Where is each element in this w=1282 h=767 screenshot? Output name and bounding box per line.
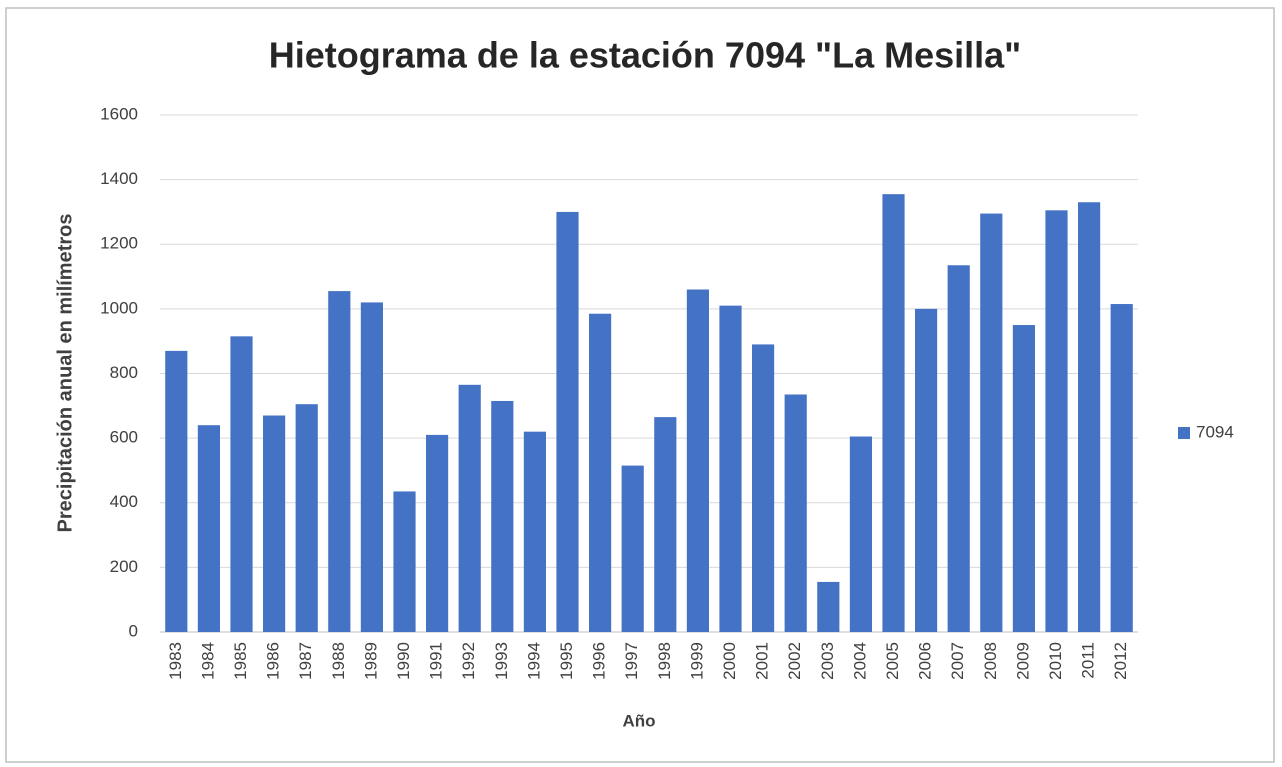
bar bbox=[556, 211, 579, 632]
bar bbox=[393, 491, 416, 632]
bar bbox=[752, 344, 775, 632]
bar bbox=[784, 394, 807, 632]
x-tick-label: 2010 bbox=[1046, 642, 1065, 680]
bar bbox=[328, 291, 351, 632]
y-tick-label: 1000 bbox=[100, 298, 138, 317]
bar bbox=[523, 431, 546, 632]
y-tick-label: 400 bbox=[110, 492, 138, 511]
x-tick-label: 2007 bbox=[948, 642, 967, 680]
y-tick-label: 0 bbox=[129, 621, 138, 640]
x-tick-label: 1988 bbox=[329, 642, 348, 680]
x-tick-label: 2005 bbox=[883, 642, 902, 680]
y-tick-label: 1400 bbox=[100, 169, 138, 188]
x-tick-label: 2002 bbox=[785, 642, 804, 680]
x-tick-label: 1985 bbox=[231, 642, 250, 680]
x-tick-label: 2008 bbox=[981, 642, 1000, 680]
bar bbox=[1110, 304, 1133, 632]
x-tick-label: 1987 bbox=[296, 642, 315, 680]
x-tick-label: 2006 bbox=[916, 642, 935, 680]
bar bbox=[360, 302, 383, 632]
bar bbox=[1012, 325, 1035, 632]
x-tick-label: 2009 bbox=[1013, 642, 1032, 680]
y-tick-label: 800 bbox=[110, 363, 138, 382]
x-tick-label: 1986 bbox=[264, 642, 283, 680]
x-tick-label: 2011 bbox=[1079, 642, 1098, 679]
bar bbox=[849, 436, 872, 632]
y-tick-label: 600 bbox=[110, 428, 138, 447]
x-tick-label: 1995 bbox=[557, 642, 576, 680]
x-tick-label: 1996 bbox=[590, 642, 609, 680]
bar bbox=[589, 313, 612, 632]
bar bbox=[686, 289, 709, 632]
x-tick-label: 2003 bbox=[818, 642, 837, 680]
bar bbox=[817, 581, 840, 632]
x-tick-label: 2004 bbox=[850, 642, 869, 680]
bar bbox=[295, 404, 318, 632]
y-tick-label: 200 bbox=[110, 557, 138, 576]
bar bbox=[165, 350, 188, 632]
x-tick-label: 1997 bbox=[622, 642, 641, 680]
x-tick-label: 1994 bbox=[524, 642, 543, 680]
bar bbox=[621, 465, 644, 632]
x-tick-label: 1992 bbox=[459, 642, 478, 680]
bar bbox=[719, 305, 742, 632]
bar bbox=[1078, 202, 1101, 632]
bar bbox=[491, 400, 514, 632]
bar bbox=[197, 425, 220, 632]
chart-title: Hietograma de la estación 7094 "La Mesil… bbox=[269, 35, 1021, 76]
y-axis-label: Precipitación anual en milímetros bbox=[54, 214, 76, 533]
x-tick-label: 2012 bbox=[1111, 642, 1130, 680]
bar bbox=[458, 384, 481, 632]
bar bbox=[654, 417, 677, 632]
x-tick-label: 1990 bbox=[394, 642, 413, 680]
bar bbox=[263, 415, 286, 632]
legend-label: 7094 bbox=[1196, 422, 1234, 441]
y-tick-label: 1200 bbox=[100, 234, 138, 253]
legend-swatch bbox=[1178, 427, 1190, 439]
x-axis-label: Año bbox=[622, 711, 655, 730]
y-tick-label: 1600 bbox=[100, 104, 138, 123]
bar bbox=[915, 308, 938, 632]
x-tick-label: 1999 bbox=[687, 642, 706, 680]
x-tick-label: 1991 bbox=[427, 642, 446, 680]
bar bbox=[980, 213, 1003, 632]
x-tick-label: 2001 bbox=[753, 642, 772, 680]
x-tick-label: 1984 bbox=[198, 642, 217, 680]
bar bbox=[426, 434, 449, 632]
x-tick-label: 1998 bbox=[655, 642, 674, 680]
bar bbox=[882, 194, 905, 632]
bar bbox=[947, 265, 970, 632]
x-tick-label: 1993 bbox=[492, 642, 511, 680]
bar bbox=[1045, 210, 1068, 632]
x-tick-label: 1983 bbox=[166, 642, 185, 680]
x-tick-label: 1989 bbox=[361, 642, 380, 680]
x-tick-label: 2000 bbox=[720, 642, 739, 680]
bar bbox=[230, 336, 253, 632]
